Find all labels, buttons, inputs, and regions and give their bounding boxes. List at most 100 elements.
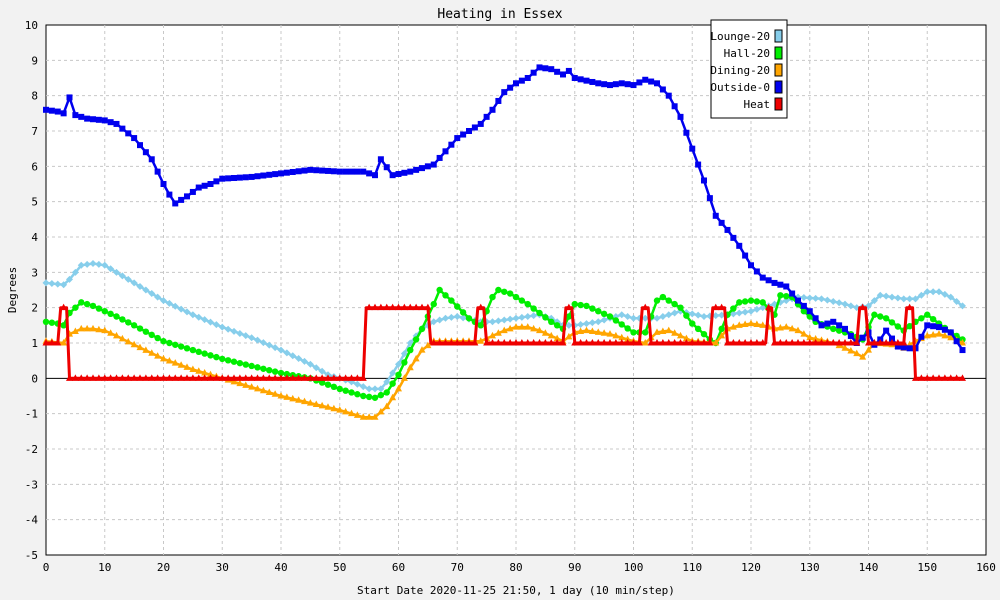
dining-20-point [865,346,872,353]
heat-point [271,374,279,381]
series-outside-0 [43,64,966,354]
lounge-20-point [959,302,966,310]
heat-point [436,339,444,346]
hall-20-point [659,293,667,301]
lounge-20-point [66,275,73,283]
lounge-20-point [583,320,590,328]
lounge-20-point [377,385,385,393]
dining-20-point [553,334,561,342]
lounge-20-point [353,380,361,388]
heat-point [483,339,491,346]
hall-20-point [72,304,79,311]
hall-20-point [489,293,496,301]
lounge-20-point [283,349,291,357]
outside-0-point [254,173,261,180]
dining-20-point [348,409,355,417]
lounge-20-point [95,260,103,268]
outside-0-point [900,344,907,351]
x-tick-label: 140 [859,561,879,574]
dining-20-point [518,323,526,330]
hall-20-point [360,392,367,400]
hall-20-point [342,387,349,394]
heat-point [130,374,138,381]
outside-0-point [818,322,825,329]
y-tick-labels: -5 -4 -3 -2 -1 0 1 2 3 4 5 6 7 8 9 10 [25,19,39,562]
outside-0-point [207,181,214,187]
x-tick-label: 130 [800,561,820,574]
y-tick-label: 0 [31,372,38,385]
lounge-20-point [735,309,743,317]
heat-point [659,339,667,346]
outside-0-point [95,116,102,123]
lounge-20-point [118,272,126,280]
hall-20-point [119,316,126,323]
heat-point [941,374,949,381]
dining-20-point [113,331,120,339]
hall-20-point [718,325,725,333]
lounge-20-point [142,286,150,294]
hall-20-point [448,297,455,304]
hall-20-point [518,297,526,304]
outside-0-point [401,169,408,176]
outside-0-point [513,80,519,87]
dining-20-point [389,393,397,401]
hall-20-point [224,357,232,364]
outside-0-point [671,103,678,110]
lounge-20-point [841,300,849,308]
lounge-20-point [383,378,391,386]
outside-0-point [295,168,302,175]
lounge-20-point [565,321,573,329]
heat-point [923,374,931,381]
heat-point [553,339,561,346]
outside-0-point [607,82,613,89]
outside-0-point [477,120,484,127]
outside-0-point [289,168,296,175]
heat-point [865,339,872,346]
outside-0-point [407,168,414,175]
hall-20-point [530,305,537,312]
outside-0-point [824,320,831,327]
lounge-20-point [900,295,908,303]
hall-20-point [671,300,678,308]
y-tick-label: -1 [25,408,38,421]
outside-0-point [43,106,49,113]
dining-20-point [618,333,626,341]
outside-0-point [748,262,754,269]
heat-point [806,339,814,346]
heat-point [953,374,961,381]
outside-0-point [806,308,813,315]
heat-point [935,374,943,381]
lounge-20-point [494,317,502,325]
outside-0-point [148,156,155,163]
heat-point [530,339,538,346]
heat-point [312,374,320,381]
heat-point [142,374,150,381]
dining-20-point [747,319,755,327]
hall-20-point [877,313,884,320]
lounge-20-point [218,323,226,331]
hall-20-point [694,325,702,333]
heat-point [518,339,526,346]
outside-0-point [589,78,596,85]
heat-point [177,374,185,381]
heat-point [60,303,68,311]
hall-20-point [906,323,913,330]
heat-point [365,303,373,311]
lounge-20-point [688,310,696,318]
hall-20-point [741,298,749,305]
lounge-20-point [870,297,878,305]
hall-20-point [683,312,690,319]
lounge-20-point [71,268,79,276]
dining-20-point [289,394,297,402]
hall-20-point [571,300,578,308]
dining-20-point [365,413,373,420]
x-tick-label: 30 [216,561,229,574]
heat-point [471,339,479,346]
heat-point [682,339,690,346]
heat-point [236,374,244,381]
x-tick-labels: 0 10 20 30 40 50 60 70 80 90 100 110 120 130 140 150 160 [43,561,996,574]
hall-20-point [330,383,338,391]
heat-point [95,374,103,381]
outside-0-point [742,252,749,259]
outside-0-point [131,135,138,142]
